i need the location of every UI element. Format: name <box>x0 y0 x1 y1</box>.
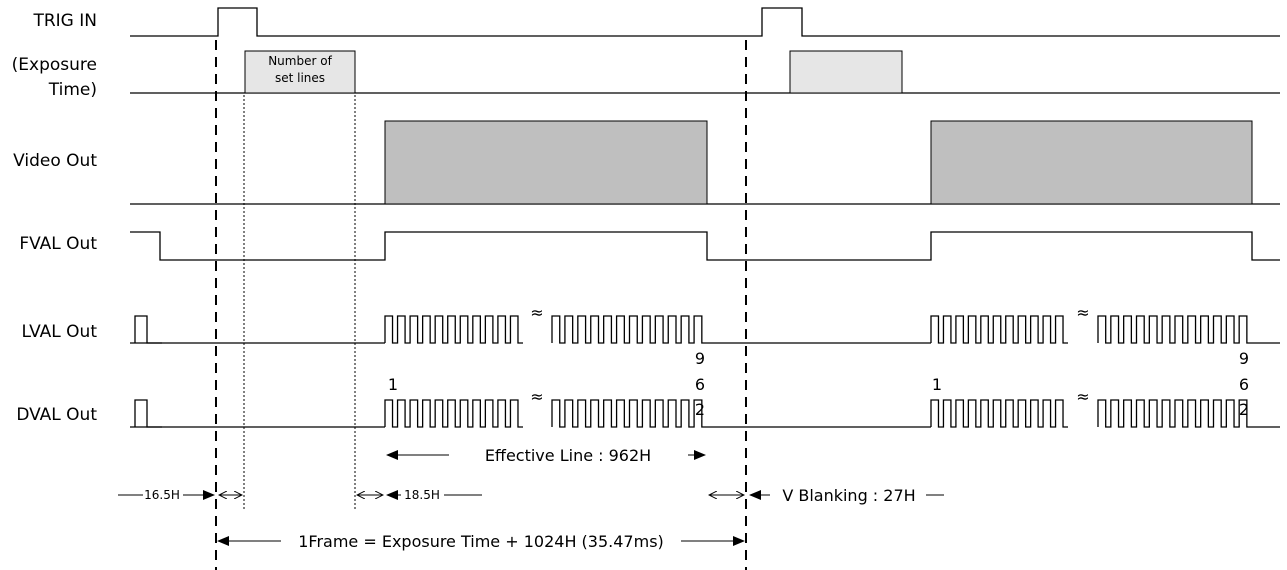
lval-pulse-train <box>1097 315 1252 344</box>
line-number-digit: 2 <box>1239 400 1249 419</box>
dval-out-label: DVAL Out <box>16 405 97 425</box>
line-number-first: 1 <box>388 375 398 394</box>
pre-trigger-label: 16.5H <box>144 488 180 502</box>
exposure-box-2 <box>789 50 903 94</box>
line-number-first: 1 <box>932 375 942 394</box>
lval-out-waveform-start <box>134 315 162 344</box>
dval-pulse-train <box>384 399 523 428</box>
dval-break-symbol: ≈ <box>530 387 543 406</box>
dval-out-waveform-start <box>134 399 162 428</box>
exposure-box-text-line1: Number of <box>268 54 332 68</box>
fval-out-waveform <box>130 231 1280 261</box>
video-out-label: Video Out <box>13 151 97 171</box>
exposure-box-text-line2: set lines <box>275 71 325 85</box>
exposure-label-line2: Time) <box>48 80 97 100</box>
exposure-label-line1: (Exposure <box>12 55 97 75</box>
lval-pulse-train <box>930 315 1068 344</box>
lval-pulse-train <box>551 315 707 344</box>
trig-in-waveform <box>130 7 1280 37</box>
dval-pulse-train <box>1097 399 1252 428</box>
dval-break-symbol: ≈ <box>1076 387 1089 406</box>
dval-pulse-train <box>551 399 707 428</box>
trig-in-label: TRIG IN <box>32 11 97 31</box>
line-number-digit: 2 <box>695 400 705 419</box>
effective-line-label: Effective Line : 962H <box>485 446 651 465</box>
dval-pulse-train <box>930 399 1068 428</box>
lval-out-label: LVAL Out <box>22 322 98 342</box>
line-number-digit: 6 <box>695 375 705 394</box>
exposure-box-1 <box>244 50 356 94</box>
line-number-digit: 9 <box>1239 349 1249 368</box>
fval-out-label: FVAL Out <box>19 234 97 254</box>
post-exposure-label: 18.5H <box>404 488 440 502</box>
video-out-frame-2 <box>930 120 1253 205</box>
v-blanking-label: V Blanking : 27H <box>782 486 915 505</box>
line-number-digit: 9 <box>695 349 705 368</box>
lval-break-symbol: ≈ <box>530 303 543 322</box>
lval-break-symbol: ≈ <box>1076 303 1089 322</box>
video-out-frame-1 <box>384 120 708 205</box>
line-number-digit: 6 <box>1239 375 1249 394</box>
lval-pulse-train <box>384 315 523 344</box>
frame-label: 1Frame = Exposure Time + 1024H (35.47ms) <box>298 532 664 551</box>
